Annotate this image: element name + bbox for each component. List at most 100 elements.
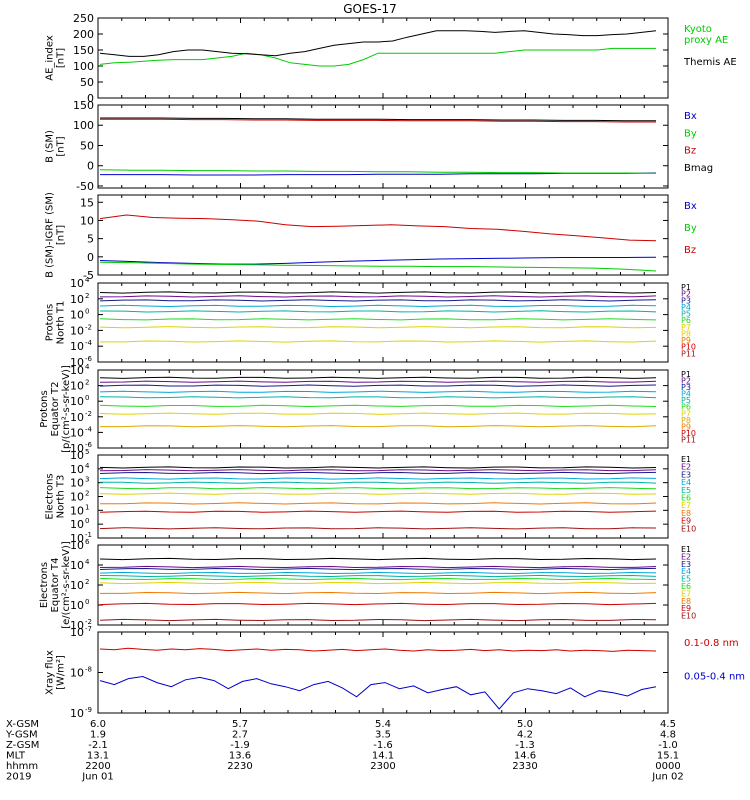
axis-row-value: 1.9 [90, 730, 106, 741]
y-axis-label: B (SM)[nT] [45, 130, 67, 163]
y-tick-exponent: 4 [85, 558, 90, 566]
legend-line: Kyoto [684, 24, 712, 35]
y-tick-label: 15 [80, 196, 94, 209]
y-tick-base: 10 [70, 619, 84, 632]
y-tick-exponent: 4 [85, 276, 90, 284]
y-tick-base: 10 [70, 518, 84, 531]
legend-entry: P9 [681, 422, 691, 431]
y-tick-label: 10 [70, 532, 84, 545]
level-line-e4 [99, 477, 657, 480]
legend-entry: P3 [681, 383, 691, 392]
y-tick-label: 250 [73, 12, 94, 25]
y-axis-label-line: Protons [45, 304, 56, 341]
axis-row-value: -1.3 [515, 740, 535, 751]
y-axis-label: Xray flux[W/m²] [45, 650, 67, 695]
y-tick-exponent: 5 [85, 448, 89, 456]
panel-bsm: -50 0 50 100 150 B (SM)[nT] Bx By Bz Bmag [45, 99, 714, 193]
series-line-0-1-0-8-nm [99, 647, 657, 652]
legend-line: By [684, 128, 697, 139]
level-line-e10 [99, 527, 657, 530]
axis-row-value: 13.6 [229, 751, 251, 762]
level-line-e6 [99, 577, 657, 581]
y-tick-label: 0 [87, 251, 94, 264]
level-line-p2 [99, 295, 657, 298]
y-tick-label: 10 [80, 214, 94, 227]
y-axis-label: ElectronsEquator T4[e/(cm²-s-sr-keV)] [39, 541, 72, 629]
y-axis-label-line: North T3 [56, 475, 67, 519]
legend-entry: E1 [681, 545, 691, 554]
legend-line: Bx [684, 111, 697, 122]
legend-entry: E4 [681, 567, 691, 576]
y-tick-label: 10 [70, 293, 84, 306]
legend-line: Bz [684, 146, 696, 157]
legend-entry: E8 [681, 509, 691, 518]
legend-line: Bx [684, 201, 697, 212]
y-tick-exponent: -2 [85, 410, 92, 418]
level-line-e3 [99, 471, 657, 475]
plot-frame [97, 17, 669, 99]
level-line-p6 [99, 404, 657, 408]
legend-line: proxy AE [684, 35, 728, 46]
series-line-kyoto-proxy-ae [99, 47, 656, 67]
plot-frame [97, 544, 669, 626]
y-tick-base: 10 [70, 559, 84, 572]
y-tick-base: 10 [70, 426, 84, 439]
legend-entry: P3 [681, 296, 691, 305]
y-tick-base: 10 [70, 442, 84, 455]
legend-line: Bmag [684, 163, 713, 174]
level-line-p2 [99, 380, 657, 383]
axis-row-value: 5.7 [232, 719, 248, 730]
legend-entry: P11 [681, 435, 696, 444]
y-tick-label: 10 [70, 277, 84, 290]
y-tick-base: 10 [70, 707, 84, 720]
y-tick-exponent: -2 [85, 323, 92, 331]
legend-entry: E8 [681, 597, 691, 606]
y-tick-label: 10 [70, 504, 84, 517]
y-tick-label: 10 [70, 477, 84, 490]
y-tick-label: 50 [80, 76, 94, 89]
y-tick-label: 0 [87, 92, 94, 105]
y-tick-base: 10 [70, 293, 84, 306]
y-tick-label: 10 [70, 539, 84, 552]
y-tick-exponent: -9 [85, 706, 92, 714]
axis-row-value: 4.5 [660, 719, 676, 730]
axis-row-value: 4.8 [660, 730, 676, 741]
series-line-bz [99, 214, 657, 242]
y-tick-base: 10 [70, 449, 84, 462]
y-axis-label: ElectronsNorth T3 [45, 473, 67, 519]
level-line-p6 [99, 318, 657, 321]
y-axis-label-line: [nT] [56, 48, 67, 68]
y-tick-base: 10 [70, 356, 84, 369]
legend-entry: By [684, 128, 697, 139]
y-axis-label-line: [W/m²] [56, 655, 67, 690]
y-tick-exponent: 2 [85, 292, 89, 300]
axis-row-value: 4.2 [517, 730, 533, 741]
legend-line: By [684, 223, 697, 234]
legend-entry: E3 [681, 560, 691, 569]
y-tick-label: 10 [70, 442, 84, 455]
legend-entry: P10 [681, 343, 696, 352]
y-tick-label: 10 [70, 559, 84, 572]
axis-row-value: Jun 01 [81, 772, 114, 783]
axis-row-value: -2.1 [88, 740, 108, 751]
y-tick-base: 10 [70, 667, 84, 680]
legend-entry: Bmag [684, 163, 713, 174]
axis-table: X-GSM 6.0 5.7 5.4 5.0 4.5 Y-GSM 1.9 2.7 3.5 4.2 4.8… [5, 719, 684, 783]
y-axis-label-line: Electrons [39, 562, 50, 608]
legend-entry: P2 [681, 377, 691, 386]
y-tick-exponent: 0 [85, 394, 89, 402]
legend-entry: P8 [681, 329, 691, 338]
y-tick-label: 10 [70, 395, 84, 408]
y-tick-base: 10 [70, 491, 84, 504]
legend-entry: P11 [681, 349, 696, 358]
y-tick-base: 10 [70, 463, 84, 476]
legend-entry: 0.05-0.4 nm [684, 672, 745, 683]
level-line-e6 [99, 487, 657, 490]
y-axis-label-line: [e/(cm²-s-sr-keV)] [61, 541, 72, 629]
level-line-e2 [99, 469, 657, 472]
legend-entry: P2 [681, 290, 691, 299]
y-tick-label: 10 [70, 619, 84, 632]
y-tick-label: -5 [83, 269, 94, 282]
